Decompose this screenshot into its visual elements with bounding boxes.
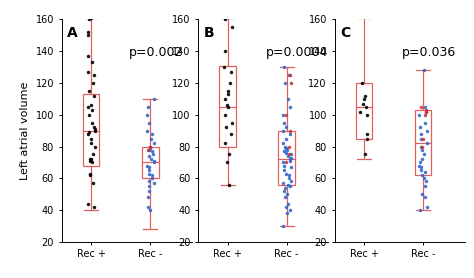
Bar (142, 147, 158, 178)
Text: p=0.036: p=0.036 (402, 46, 456, 59)
Text: p=0.0004: p=0.0004 (265, 46, 328, 59)
Text: p=0.002: p=0.002 (129, 46, 183, 59)
Y-axis label: Left atrial volume: Left atrial volume (20, 81, 30, 180)
Bar (356, 83, 373, 139)
Text: A: A (67, 26, 78, 40)
Bar (278, 131, 295, 185)
Text: B: B (203, 26, 214, 40)
Bar (219, 66, 236, 147)
Bar (83, 94, 100, 166)
Bar (415, 110, 431, 175)
Text: C: C (340, 26, 350, 40)
